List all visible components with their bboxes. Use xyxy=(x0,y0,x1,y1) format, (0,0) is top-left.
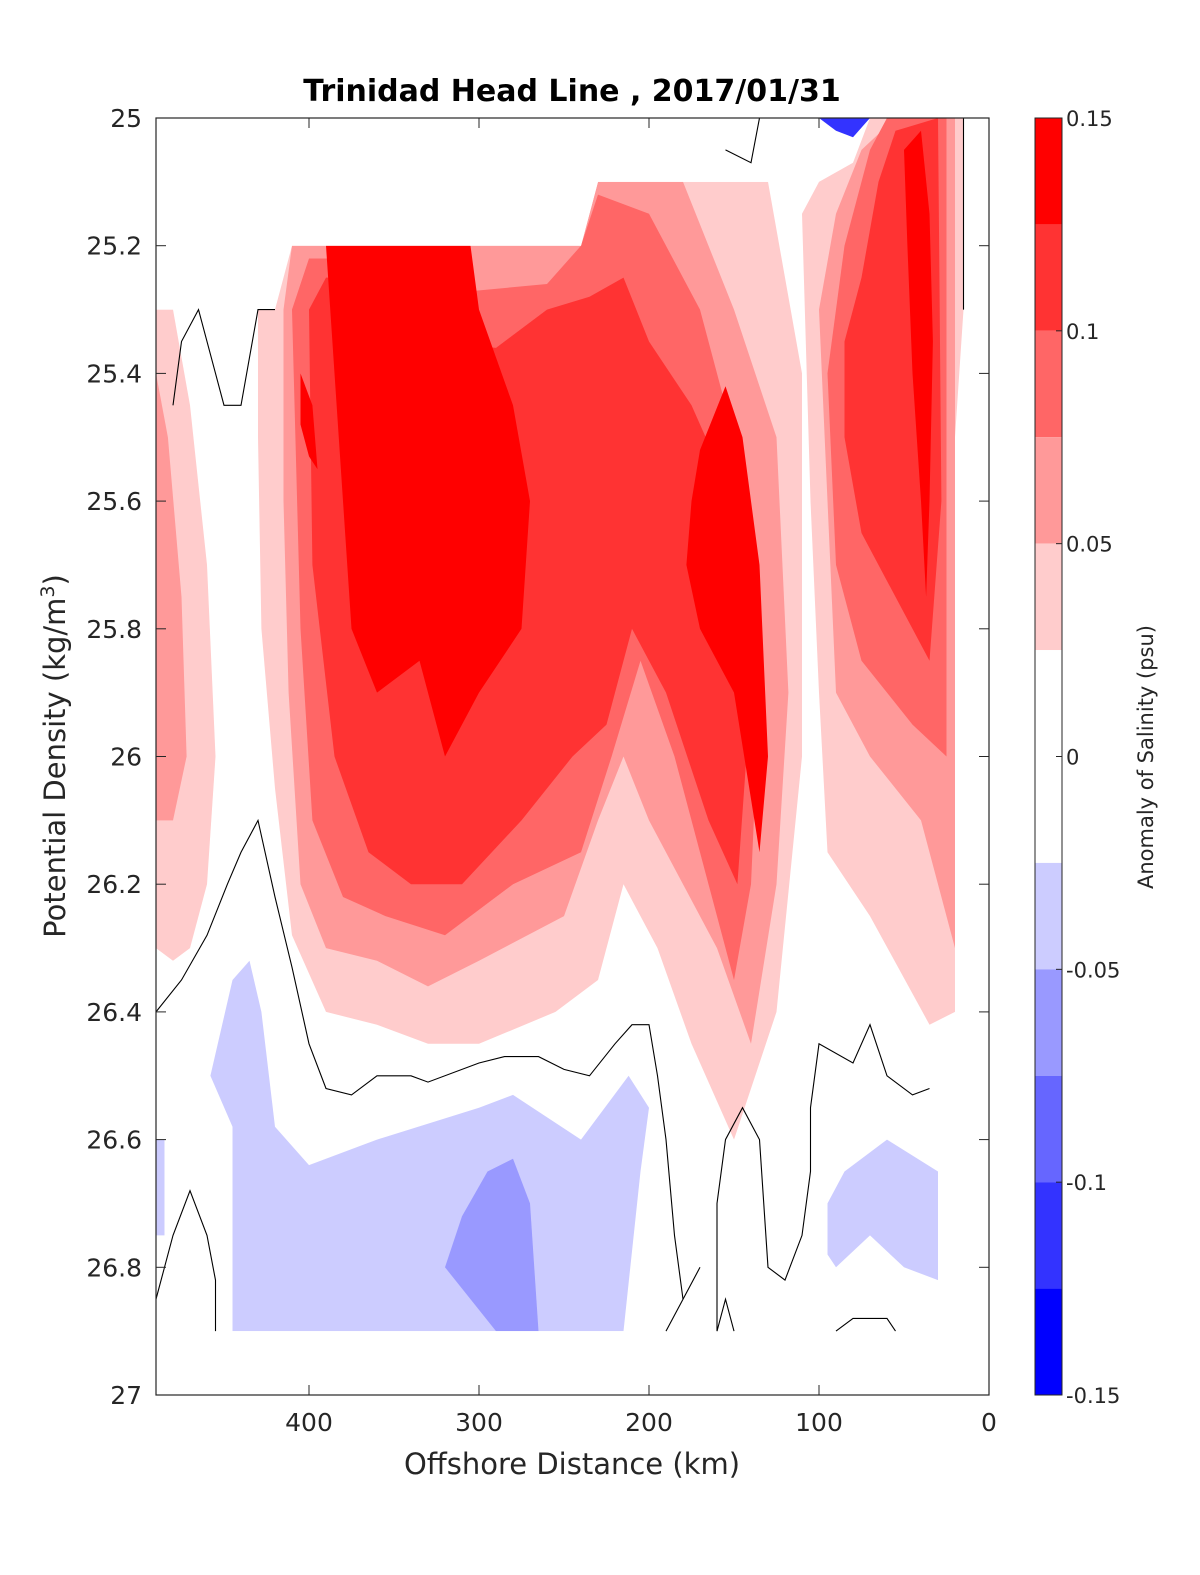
y-axis: 25 25.2 25.4 25.6 25.8 26 26.2 26.4 26.6 26.8 27 xyxy=(86,104,989,1410)
y-tick-label: 25.4 xyxy=(86,359,142,388)
contour-line-1 xyxy=(155,818,684,1300)
colorbar-swatch-3 xyxy=(1035,330,1062,438)
colorbar-tick-label: 0.1 xyxy=(1066,320,1099,344)
colorbar-tick-label: 0.05 xyxy=(1066,533,1113,557)
colorbar-swatch-1 xyxy=(1035,118,1062,225)
contour-region-7 xyxy=(156,373,187,821)
colorbar-swatch-5 xyxy=(1035,543,1062,651)
y-axis-label-main: Potential Density (kg/m xyxy=(38,598,72,938)
colorbar-tick-label: 0.15 xyxy=(1066,107,1113,131)
contour-region-17 xyxy=(300,373,318,470)
contour-region-15 xyxy=(819,118,870,138)
contour-region-16 xyxy=(326,245,530,757)
y-axis-label: Potential Density (kg/m3) xyxy=(37,574,72,938)
contour-region-10 xyxy=(445,1158,539,1332)
y-axis-label-superscript: 3 xyxy=(37,585,59,597)
contour-region-18 xyxy=(686,386,768,853)
x-tick-label: 300 xyxy=(455,1408,503,1437)
contour-region-5 xyxy=(827,1139,938,1281)
chart-title: Trinidad Head Line , 2017/01/31 xyxy=(303,74,840,109)
x-axis-label: Offshore Distance (km) xyxy=(404,1447,740,1481)
no-data-bottom-mask xyxy=(156,1331,989,1395)
y-tick-label: 26.2 xyxy=(86,870,142,899)
colorbar-swatch-2 xyxy=(1035,224,1062,331)
contour-line-6 xyxy=(835,1317,896,1332)
y-tick-label: 27 xyxy=(110,1381,142,1410)
colorbar-swatch-9 xyxy=(1035,1075,1062,1183)
contour-line-4 xyxy=(716,1297,735,1332)
colorbar-swatch-7 xyxy=(1035,862,1062,970)
y-tick-label: 26.4 xyxy=(86,998,142,1027)
colorbar: 0.15 0.1 0.05 0 -0.05 -0.1 -0.15 xyxy=(1034,107,1120,1408)
y-tick-label: 26.8 xyxy=(86,1253,142,1282)
x-tick-label: 400 xyxy=(285,1408,333,1437)
colorbar-swatch-10 xyxy=(1035,1182,1062,1289)
y-tick-label: 25 xyxy=(110,104,142,133)
contour-line-7 xyxy=(155,1189,217,1332)
colorbar-swatch-11 xyxy=(1035,1288,1062,1395)
colorbar-tick-label: -0.15 xyxy=(1066,1384,1120,1408)
no-data-top-mask xyxy=(156,118,989,310)
y-tick-label: 26 xyxy=(110,743,142,772)
colorbar-label: Anomaly of Salinity (psu) xyxy=(1134,625,1158,889)
contour-line-5 xyxy=(716,1023,930,1332)
plot-area xyxy=(155,117,989,1395)
colorbar-swatch-8 xyxy=(1035,969,1062,1076)
x-tick-label: 200 xyxy=(625,1408,673,1437)
colorbar-tick-label: -0.05 xyxy=(1066,958,1120,982)
colorbar-tick-label: -0.1 xyxy=(1066,1171,1107,1195)
contour-line-8 xyxy=(725,117,761,164)
y-tick-label: 25.8 xyxy=(86,615,142,644)
contour-region-19 xyxy=(904,130,933,597)
y-tick-label: 26.6 xyxy=(86,1126,142,1155)
colorbar-swatch-4 xyxy=(1035,437,1062,544)
y-tick-label: 25.6 xyxy=(86,487,142,516)
x-tick-label: 0 xyxy=(981,1408,997,1437)
x-axis: 400 300 200 100 0 xyxy=(285,118,997,1437)
contour-line-2 xyxy=(172,308,275,406)
contour-region-6 xyxy=(156,1139,165,1236)
contour-line-3 xyxy=(665,1267,701,1332)
contour-region-4 xyxy=(210,960,649,1332)
x-tick-label: 100 xyxy=(795,1408,843,1437)
y-tick-label: 25.2 xyxy=(86,232,142,261)
y-axis-label-end: ) xyxy=(38,574,72,585)
colorbar-tick-label: 0 xyxy=(1066,746,1079,770)
